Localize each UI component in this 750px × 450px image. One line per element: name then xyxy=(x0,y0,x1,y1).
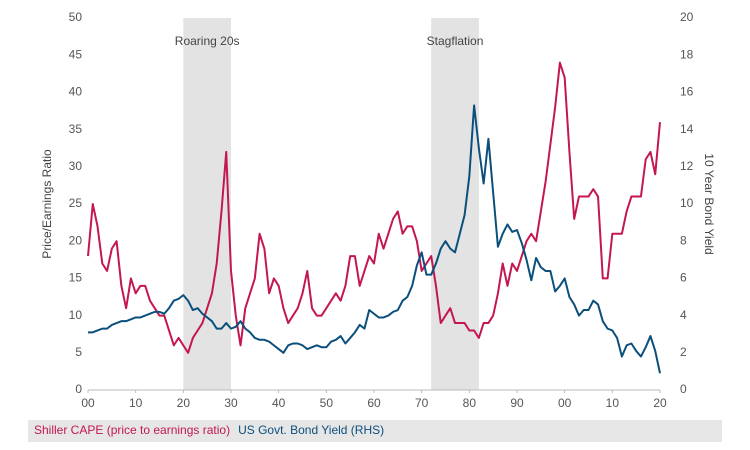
x-tick-label: 50 xyxy=(320,396,334,410)
series-line xyxy=(88,104,661,374)
x-tick-label: 40 xyxy=(272,396,286,410)
x-tick-label: 80 xyxy=(463,396,477,410)
x-tick-label: 00 xyxy=(558,396,572,410)
x-tick-label: 20 xyxy=(653,396,667,410)
period-label: Stagflation xyxy=(427,34,484,48)
y-tick-label: 20 xyxy=(69,233,83,247)
x-tick-label: 00 xyxy=(81,396,95,410)
x-tick-label: 10 xyxy=(129,396,143,410)
y-tick-label: 0 xyxy=(75,382,82,396)
x-tick-label: 90 xyxy=(510,396,524,410)
x-tick-label: 60 xyxy=(367,396,381,410)
y2-tick-label: 18 xyxy=(680,47,694,61)
y-tick-label: 40 xyxy=(69,85,83,99)
y2-tick-label: 14 xyxy=(680,122,694,136)
series-line xyxy=(87,61,661,354)
y2-tick-label: 16 xyxy=(680,85,694,99)
shaded-period xyxy=(183,18,231,390)
y2-tick-label: 12 xyxy=(680,159,694,173)
y-tick-label: 25 xyxy=(69,196,83,210)
legend-entry: US Govt. Bond Yield (RHS) xyxy=(238,423,384,437)
y2-tick-label: 8 xyxy=(680,233,687,247)
y-axis-label: Price/Earnings Ratio xyxy=(40,149,54,259)
legend-entry: Shiller CAPE (price to earnings ratio) xyxy=(34,423,230,437)
y-tick-label: 10 xyxy=(69,308,83,322)
y-tick-label: 50 xyxy=(69,10,83,24)
y2-tick-label: 4 xyxy=(680,308,687,322)
y2-tick-label: 0 xyxy=(680,382,687,396)
y-tick-label: 30 xyxy=(69,159,83,173)
x-tick-label: 30 xyxy=(224,396,238,410)
x-tick-label: 20 xyxy=(177,396,191,410)
period-label: Roaring 20s xyxy=(175,34,240,48)
shaded-period xyxy=(431,18,479,390)
y-tick-label: 15 xyxy=(69,271,83,285)
y-tick-label: 5 xyxy=(75,345,82,359)
y-tick-label: 45 xyxy=(69,47,83,61)
x-tick-label: 10 xyxy=(606,396,620,410)
y2-tick-label: 20 xyxy=(680,10,694,24)
x-tick-label: 70 xyxy=(415,396,429,410)
y-tick-label: 35 xyxy=(69,122,83,136)
y2-tick-label: 10 xyxy=(680,196,694,210)
y2-tick-label: 2 xyxy=(680,345,687,359)
y2-tick-label: 6 xyxy=(680,271,687,285)
y2-axis-label: 10 Year Bond Yield xyxy=(702,153,716,254)
legend-band xyxy=(28,420,722,442)
